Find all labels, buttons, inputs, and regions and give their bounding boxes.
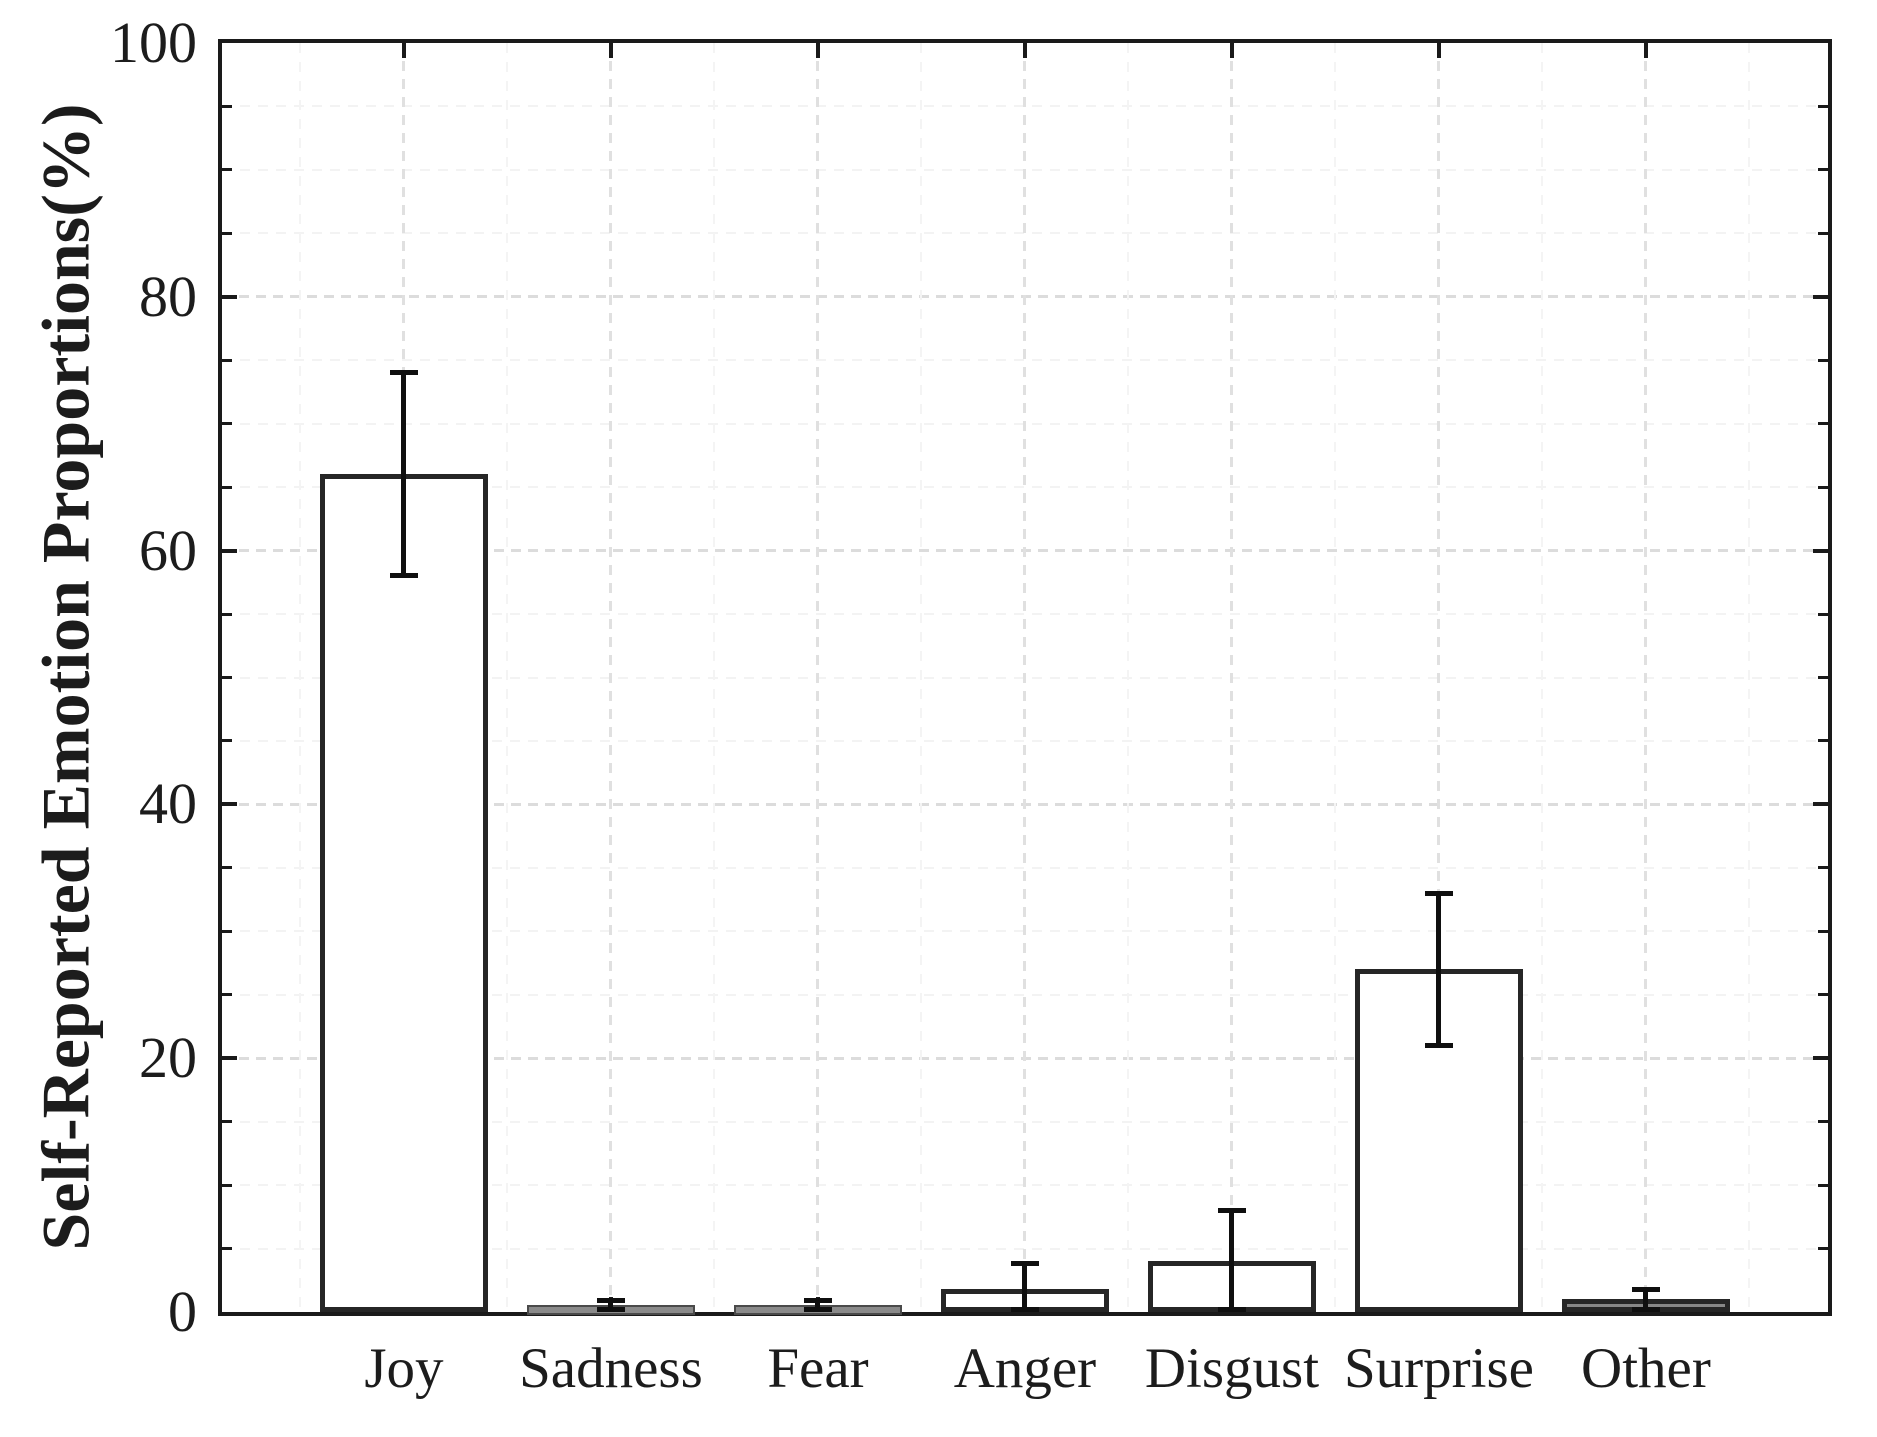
x-tick-top [1022, 43, 1027, 58]
y-tick-right [1818, 1183, 1828, 1187]
y-tick-right [1818, 1120, 1828, 1124]
x-tick-label-fear: Fear [767, 1337, 869, 1400]
y-tick-label-80: 80 [139, 263, 197, 329]
error-bar-surprise [1436, 893, 1442, 1046]
error-cap-top-sadness [596, 1298, 625, 1304]
plot-area [218, 39, 1832, 1316]
x-tick-top [1436, 43, 1441, 58]
x-tick-label-sadness: Sadness [519, 1337, 703, 1400]
y-tick-right [1813, 802, 1828, 807]
major-gridline-vertical [1644, 43, 1648, 1312]
y-tick-right [1818, 231, 1828, 235]
minor-gridline-vertical [299, 43, 302, 1312]
minor-gridline-vertical [1334, 43, 1337, 1312]
error-cap-bottom-disgust [1217, 1307, 1246, 1312]
y-tick-left [222, 548, 237, 553]
minor-gridline-vertical [1541, 43, 1544, 1312]
y-tick-left [222, 612, 232, 616]
y-tick-right [1813, 294, 1828, 299]
error-bar-anger [1022, 1263, 1028, 1312]
error-cap-top-anger [1010, 1261, 1039, 1267]
error-cap-top-joy [389, 370, 418, 376]
y-tick-left [222, 422, 232, 426]
y-tick-label-40: 40 [139, 771, 197, 837]
major-gridline-vertical [1437, 43, 1441, 1312]
x-tick-top [608, 43, 613, 58]
y-tick-left [222, 294, 237, 299]
minor-gridline-vertical [920, 43, 923, 1312]
error-cap-top-surprise [1424, 890, 1453, 896]
y-tick-right [1818, 358, 1828, 362]
y-tick-left [222, 739, 232, 743]
x-tick-label-surprise: Surprise [1343, 1337, 1534, 1400]
minor-gridline-vertical [1748, 43, 1751, 1312]
minor-gridline-vertical [1127, 43, 1130, 1312]
y-tick-right [1818, 485, 1828, 489]
y-tick-left [222, 485, 232, 489]
error-cap-bottom-anger [1010, 1307, 1039, 1312]
error-cap-top-fear [803, 1298, 832, 1304]
y-tick-right [1818, 739, 1828, 743]
major-gridline-vertical [609, 43, 613, 1312]
y-tick-right [1818, 612, 1828, 616]
error-cap-bottom-sadness [596, 1307, 625, 1312]
y-tick-left [222, 802, 237, 807]
y-tick-left [222, 1056, 237, 1061]
y-tick-right [1813, 1056, 1828, 1061]
y-tick-left [222, 358, 232, 362]
error-bar-disgust [1229, 1210, 1235, 1312]
y-tick-label-60: 60 [139, 517, 197, 583]
error-bar-sadness [608, 1300, 614, 1312]
error-cap-top-other [1631, 1286, 1660, 1292]
y-tick-right [1818, 866, 1828, 870]
error-bar-joy [401, 372, 407, 576]
major-gridline-vertical [1023, 43, 1027, 1312]
y-tick-label-100: 100 [110, 10, 197, 75]
x-tick-top [401, 43, 406, 58]
y-tick-right [1818, 422, 1828, 426]
major-gridline-vertical [1230, 43, 1234, 1312]
y-tick-label-0: 0 [168, 1279, 197, 1344]
y-tick-left [222, 1183, 232, 1187]
y-tick-right [1818, 104, 1828, 108]
error-cap-bottom-joy [389, 573, 418, 579]
error-cap-bottom-surprise [1424, 1043, 1453, 1048]
y-tick-left [222, 1247, 232, 1251]
x-tick-label-disgust: Disgust [1144, 1337, 1320, 1400]
x-tick-top [815, 43, 820, 58]
x-tick-label-other: Other [1581, 1337, 1711, 1400]
error-cap-top-disgust [1217, 1207, 1246, 1213]
bar-joy [319, 474, 488, 1312]
major-gridline-vertical [816, 43, 820, 1312]
y-tick-right [1813, 548, 1828, 553]
minor-gridline-vertical [713, 43, 716, 1312]
x-tick-top [1229, 43, 1234, 58]
x-tick-top [1643, 43, 1648, 58]
x-tick-label-joy: Joy [364, 1337, 444, 1400]
y-tick-right [1818, 993, 1828, 997]
y-tick-label-20: 20 [139, 1025, 197, 1091]
y-tick-left [222, 866, 232, 870]
y-tick-left [222, 104, 232, 108]
error-cap-bottom-fear [803, 1307, 832, 1312]
y-tick-left [222, 231, 232, 235]
y-tick-left [222, 1120, 232, 1124]
y-tick-right [1818, 676, 1828, 679]
error-bar-fear [815, 1300, 821, 1312]
minor-gridline-vertical [506, 43, 509, 1312]
y-tick-right [1818, 168, 1828, 172]
y-tick-left [222, 168, 232, 172]
y-tick-left [222, 676, 232, 679]
y-tick-left [222, 993, 232, 997]
x-tick-label-anger: Anger [953, 1337, 1097, 1400]
y-tick-right [1818, 929, 1828, 933]
error-bar-other [1643, 1289, 1649, 1312]
error-cap-bottom-other [1631, 1307, 1660, 1312]
y-tick-right [1818, 1247, 1828, 1251]
y-tick-left [222, 929, 232, 933]
